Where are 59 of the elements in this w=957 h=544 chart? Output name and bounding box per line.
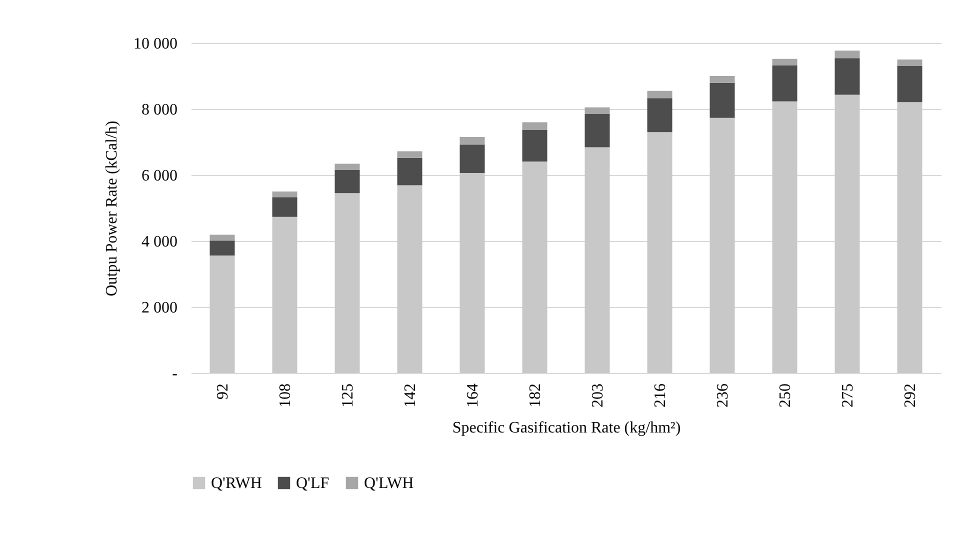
x-tick-label: 203 <box>589 384 606 408</box>
y-tick-label: 10 000 <box>134 36 178 52</box>
x-tick-label: 142 <box>402 384 419 408</box>
bar <box>647 90 672 98</box>
bar <box>460 173 485 373</box>
x-tick-label: 164 <box>464 384 482 408</box>
legend-label: Q'RWH <box>211 475 262 492</box>
bar <box>210 240 235 256</box>
bar <box>334 164 360 170</box>
bar <box>647 132 672 373</box>
bar <box>710 82 735 118</box>
y-tick-label: 8 000 <box>142 102 178 118</box>
x-tick-label: 182 <box>526 384 544 408</box>
legend-label: Q'LWH <box>364 475 414 492</box>
bar <box>834 94 860 373</box>
bar <box>584 114 610 148</box>
bar <box>522 161 548 373</box>
bar <box>397 185 422 373</box>
bar <box>897 66 922 102</box>
bar <box>647 98 672 132</box>
x-tick-label: 92 <box>214 384 232 400</box>
bar <box>210 256 235 373</box>
bar <box>460 144 485 174</box>
bar <box>397 151 422 158</box>
y-tick-label: 2 000 <box>142 300 178 316</box>
bar <box>584 107 610 114</box>
bar <box>334 170 360 194</box>
bar <box>897 102 922 373</box>
legend-label: Q'LF <box>296 475 330 492</box>
bar <box>710 118 735 373</box>
y-tick-label: 6 000 <box>142 168 178 184</box>
x-tick-label: 292 <box>902 384 919 408</box>
y-tick-label: 4 000 <box>142 234 178 250</box>
bar <box>397 158 422 186</box>
bar <box>772 101 798 373</box>
bar <box>272 216 298 373</box>
x-tick-label: 275 <box>839 384 856 408</box>
bar <box>272 197 298 217</box>
x-tick-label: 236 <box>714 384 732 408</box>
bar <box>522 122 548 130</box>
y-axis-title: Outpu Power Rate (kCal/h) <box>104 120 120 296</box>
bar <box>334 193 360 373</box>
bar <box>897 60 922 66</box>
bar <box>772 58 798 66</box>
bar <box>210 234 235 241</box>
bar <box>460 137 485 145</box>
x-tick-label: 216 <box>652 384 669 408</box>
bar <box>272 192 298 198</box>
x-tick-label: 250 <box>776 384 794 408</box>
bar <box>584 147 610 373</box>
bar <box>710 76 735 83</box>
x-axis-title: Specific Gasification Rate (kg/hm²) <box>452 420 681 436</box>
y-tick-label: - <box>172 366 178 382</box>
x-tick-label: 125 <box>339 384 356 408</box>
x-tick-label: 108 <box>276 384 294 408</box>
bar <box>834 58 860 95</box>
bar <box>772 65 798 102</box>
bar <box>522 130 548 162</box>
bar <box>834 50 860 58</box>
